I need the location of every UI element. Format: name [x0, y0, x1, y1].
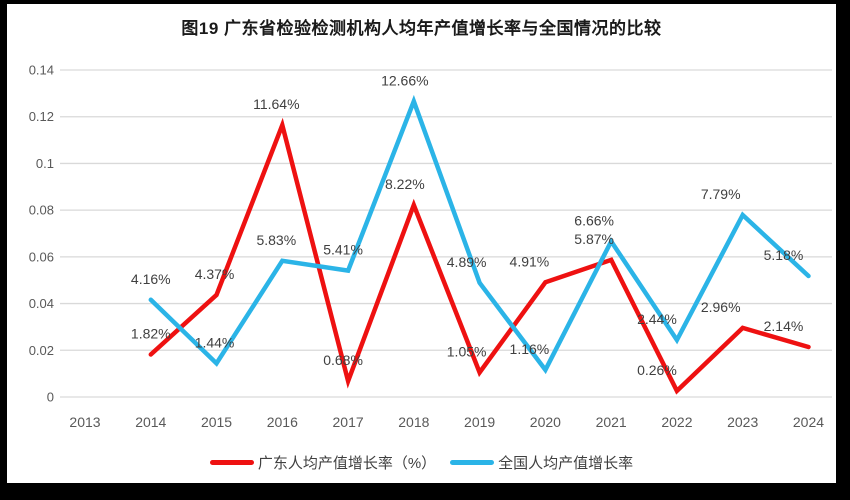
x-tick-label: 2021 [596, 414, 627, 430]
x-tick-label: 2020 [530, 414, 561, 430]
chart-title: 图19 广东省检验检测机构人均年产值增长率与全国情况的比较 [181, 19, 662, 38]
data-label: 0.68% [323, 352, 363, 368]
x-tick-label: 2024 [793, 414, 824, 430]
x-tick-label: 2017 [333, 414, 364, 430]
data-label: 2.96% [701, 299, 741, 315]
data-label: 4.91% [510, 253, 550, 269]
chart-panel [7, 4, 836, 483]
y-tick-label: 0.12 [29, 109, 54, 124]
data-label: 4.89% [447, 254, 487, 270]
data-label: 5.18% [764, 247, 804, 263]
y-tick-label: 0.1 [36, 156, 54, 171]
data-label: 4.16% [131, 271, 171, 287]
series-line-national [148, 94, 811, 375]
y-tick-label: 0.06 [29, 249, 54, 264]
data-label: 8.22% [385, 176, 425, 192]
x-tick-label: 2014 [135, 414, 166, 430]
x-tick-label: 2018 [398, 414, 429, 430]
y-tick-label: 0 [47, 390, 54, 405]
chart-legend: 广东人均产值增长率（%） 全国人均产值增长率 [7, 450, 836, 474]
y-tick-label: 0.04 [29, 296, 54, 311]
x-tick-label: 2015 [201, 414, 232, 430]
y-tick-label: 0.14 [29, 63, 54, 78]
data-label: 5.41% [323, 242, 363, 258]
x-tick-label: 2016 [267, 414, 298, 430]
data-label: 7.79% [701, 186, 741, 202]
x-tick-label: 2023 [727, 414, 758, 430]
data-label: 5.87% [574, 231, 614, 247]
data-label: 1.05% [447, 343, 487, 359]
series-line-guangdong [148, 117, 811, 395]
data-label: 2.44% [637, 311, 677, 327]
legend-label-guangdong: 广东人均产值增长率（%） [257, 454, 437, 472]
y-tick-label: 0.02 [29, 343, 54, 358]
data-label: 6.66% [574, 212, 614, 228]
data-label: 4.37% [195, 266, 235, 282]
x-tick-label: 2013 [69, 414, 100, 430]
data-label: 12.66% [381, 72, 428, 88]
legend-item-guangdong: 广东人均产值增长率（%） [209, 452, 437, 473]
y-tick-label: 0.08 [29, 203, 54, 218]
data-label: 1.44% [195, 334, 235, 350]
x-tick-label: 2022 [661, 414, 692, 430]
legend-item-national: 全国人均产值增长率 [450, 452, 633, 473]
legend-label-national: 全国人均产值增长率 [498, 454, 634, 472]
guangdong-line-swatch-icon [209, 459, 254, 465]
data-label: 1.16% [510, 341, 550, 357]
data-label: 2.14% [764, 318, 804, 334]
x-tick-label: 2019 [464, 414, 495, 430]
data-label: 5.83% [256, 232, 296, 248]
data-label: 11.64% [253, 96, 299, 112]
national-line-swatch-icon [450, 459, 495, 465]
data-label: 0.26% [637, 362, 677, 378]
data-label: 1.82% [131, 325, 171, 341]
